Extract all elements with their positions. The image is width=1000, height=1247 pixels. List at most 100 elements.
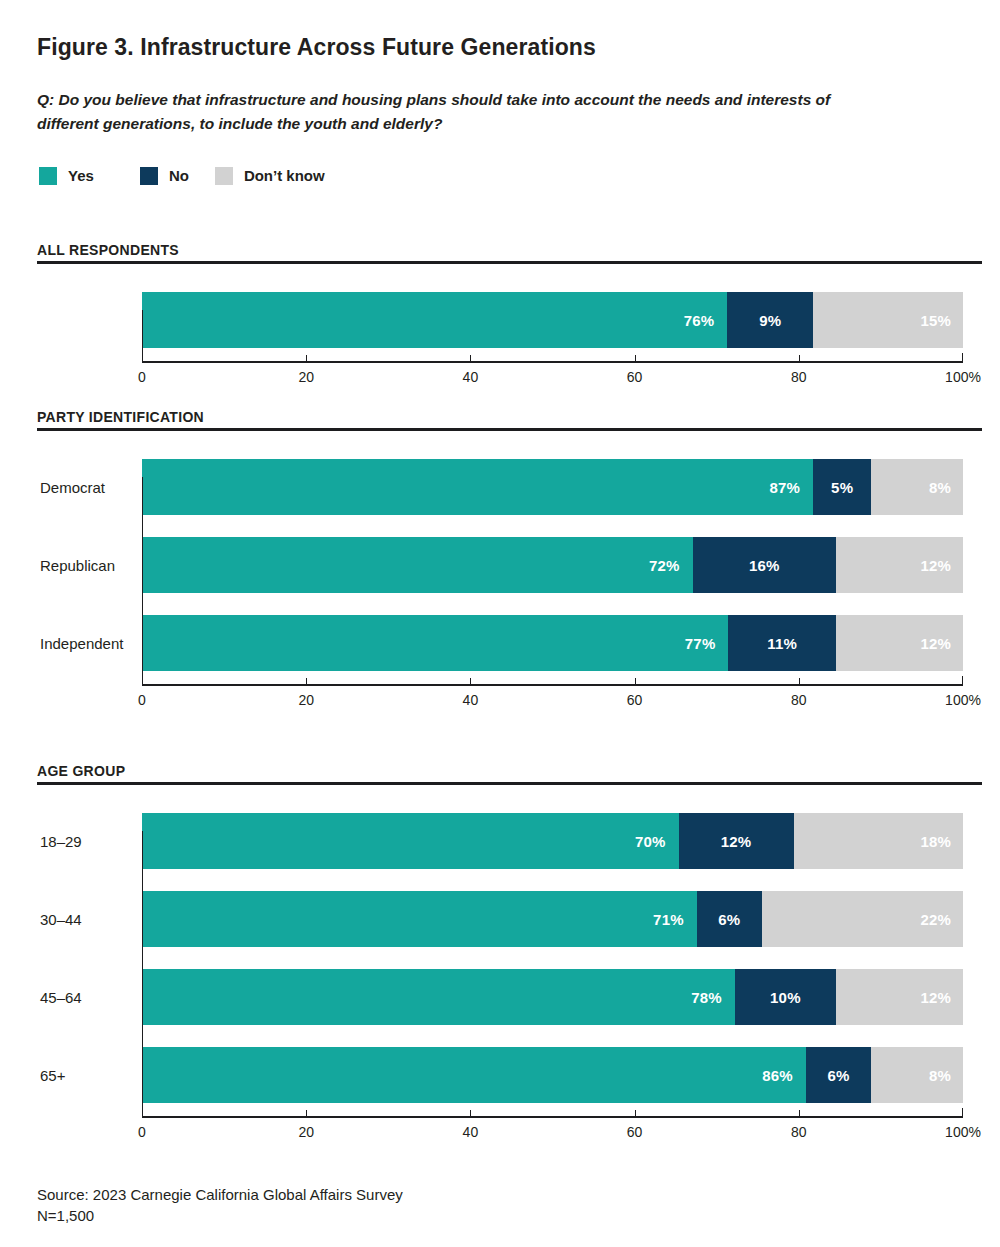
axis-tick (470, 355, 471, 361)
bar-value-label: 11% (767, 635, 797, 652)
stacked-bar-chart: Democrat87%5%8%Republican72%16%12%Indepe… (37, 459, 963, 710)
category-label: 30–44 (37, 891, 142, 947)
axis-spacer (37, 684, 142, 710)
bar-segment-don-t-know: 12% (836, 969, 963, 1025)
x-axis: 020406080100% (37, 1116, 963, 1142)
legend-item-don-t-know: Don’t know (215, 167, 325, 185)
axis-spacer (37, 1116, 142, 1142)
figure-page: Figure 3. Infrastructure Across Future G… (0, 0, 1000, 1247)
axis-tick-label: 0 (138, 1124, 146, 1140)
bar-value-label: 10% (770, 989, 801, 1006)
legend: Yes No Don’t know (39, 166, 982, 185)
axis-tick-label: 20 (298, 369, 314, 385)
stacked-bar: 86% 6% 8% (142, 1047, 963, 1103)
axis-tick-label: 0 (138, 692, 146, 708)
axis-tick-label: 80 (791, 1124, 807, 1140)
axis-tick (799, 678, 800, 684)
stacked-bar: 70% 12%18% (142, 813, 963, 869)
category-label: Republican (37, 537, 142, 593)
bar-segment-don-t-know: 18% (794, 813, 963, 869)
bar-segment-yes: 87% (142, 459, 813, 515)
bar-value-label: 9% (759, 312, 781, 329)
bar-segment-yes: 78% (142, 969, 735, 1025)
bar-row: 45–6478%10%12% (37, 969, 963, 1025)
bar-value-label: 22% (920, 911, 951, 928)
axis-area: 020406080100% (142, 684, 963, 710)
bar-value-label: 6% (718, 911, 740, 928)
bar-row: Independent77%11%12% (37, 615, 963, 671)
bar-segment-no: 6% (697, 891, 762, 947)
bar-segment-don-t-know: 12% (836, 615, 963, 671)
bar-row: Democrat87%5%8% (37, 459, 963, 515)
axis-tick-label: 100% (945, 692, 981, 708)
legend-swatch-yes-icon (39, 167, 57, 185)
bar-segment-don-t-know: 22% (762, 891, 963, 947)
bar-row: 65+ 86% 6% 8% (37, 1047, 963, 1103)
section-title: ALL RESPONDENTS (37, 242, 982, 258)
axis-spacer (37, 361, 142, 387)
axis-tick-label: 20 (298, 692, 314, 708)
axis-tick-label: 40 (463, 1124, 479, 1140)
bar-segment-yes: 71% (142, 891, 697, 947)
category-label: Democrat (37, 459, 142, 515)
section-party-identification: PARTY IDENTIFICATIONDemocrat87%5%8%Repub… (37, 409, 982, 710)
axis-tick (962, 676, 963, 684)
category-label: 65+ (37, 1047, 142, 1103)
stacked-bar: 71% 6% 22% (142, 891, 963, 947)
section-rule (37, 261, 982, 264)
axis-tick-label: 60 (627, 369, 643, 385)
bar-value-label: 77% (685, 635, 716, 652)
axis-baseline (142, 684, 963, 686)
sample-size: N=1,500 (37, 1205, 982, 1226)
bar-value-label: 16% (749, 557, 780, 574)
stacked-bar-chart: 18–2970%12%18%30–4471%6%22%45–6478%10%12… (37, 813, 963, 1142)
bar-segment-no: 12% (679, 813, 794, 869)
x-axis: 020406080100% (37, 361, 963, 387)
axis-baseline (142, 361, 963, 363)
stacked-bar: 87%5%8% (142, 459, 963, 515)
bar-value-label: 71% (653, 911, 684, 928)
bar-row: 18–2970%12%18% (37, 813, 963, 869)
figure-title: Figure 3. Infrastructure Across Future G… (37, 33, 982, 61)
axis-tick-label: 40 (463, 692, 479, 708)
axis-tick (306, 1110, 307, 1116)
axis-tick (962, 1108, 963, 1116)
stacked-bar: 72% 16% 12% (142, 537, 963, 593)
section-age-group: AGE GROUP18–2970%12%18%30–4471%6%22%45–6… (37, 763, 982, 1142)
chart-sections: ALL RESPONDENTS76%9%15%020406080100%PART… (37, 242, 982, 1142)
bar-segment-yes: 72% (142, 537, 693, 593)
legend-item-no: No (140, 167, 189, 185)
section-title: PARTY IDENTIFICATION (37, 409, 982, 425)
section-rule (37, 782, 982, 785)
bar-value-label: 6% (827, 1067, 849, 1084)
axis-tick-label: 100% (945, 369, 981, 385)
stacked-bar: 76%9%15% (142, 292, 963, 348)
bar-segment-don-t-know: 12% (836, 537, 963, 593)
bar-segment-yes: 70% (142, 813, 679, 869)
axis-tick (962, 353, 963, 361)
bar-value-label: 87% (769, 479, 800, 496)
legend-label: No (169, 167, 189, 184)
bar-value-label: 12% (920, 635, 951, 652)
axis-tick (799, 1110, 800, 1116)
bar-value-label: 15% (920, 312, 951, 329)
bar-row: 30–44 71% 6% 22% (37, 891, 963, 947)
legend-swatch-no-icon (140, 167, 158, 185)
bar-value-label: 8% (929, 1067, 951, 1084)
y-axis-line (142, 831, 143, 1118)
axis-tick-label: 60 (627, 692, 643, 708)
bar-value-label: 86% (762, 1067, 793, 1084)
bar-segment-don-t-know: 15% (813, 292, 963, 348)
question-text: Q: Do you believe that infrastructure an… (37, 88, 882, 136)
section-all-respondents: ALL RESPONDENTS76%9%15%020406080100% (37, 242, 982, 387)
axis-tick (635, 678, 636, 684)
axis-tick (306, 355, 307, 361)
legend-label: Yes (68, 167, 94, 184)
x-axis: 020406080100% (37, 684, 963, 710)
bar-segment-yes: 77% (142, 615, 728, 671)
stacked-bar-chart: 76%9%15%020406080100% (37, 292, 963, 387)
bar-value-label: 12% (920, 989, 951, 1006)
bar-segment-yes: 86% (142, 1047, 806, 1103)
bar-value-label: 70% (635, 833, 666, 850)
axis-tick-label: 100% (945, 1124, 981, 1140)
